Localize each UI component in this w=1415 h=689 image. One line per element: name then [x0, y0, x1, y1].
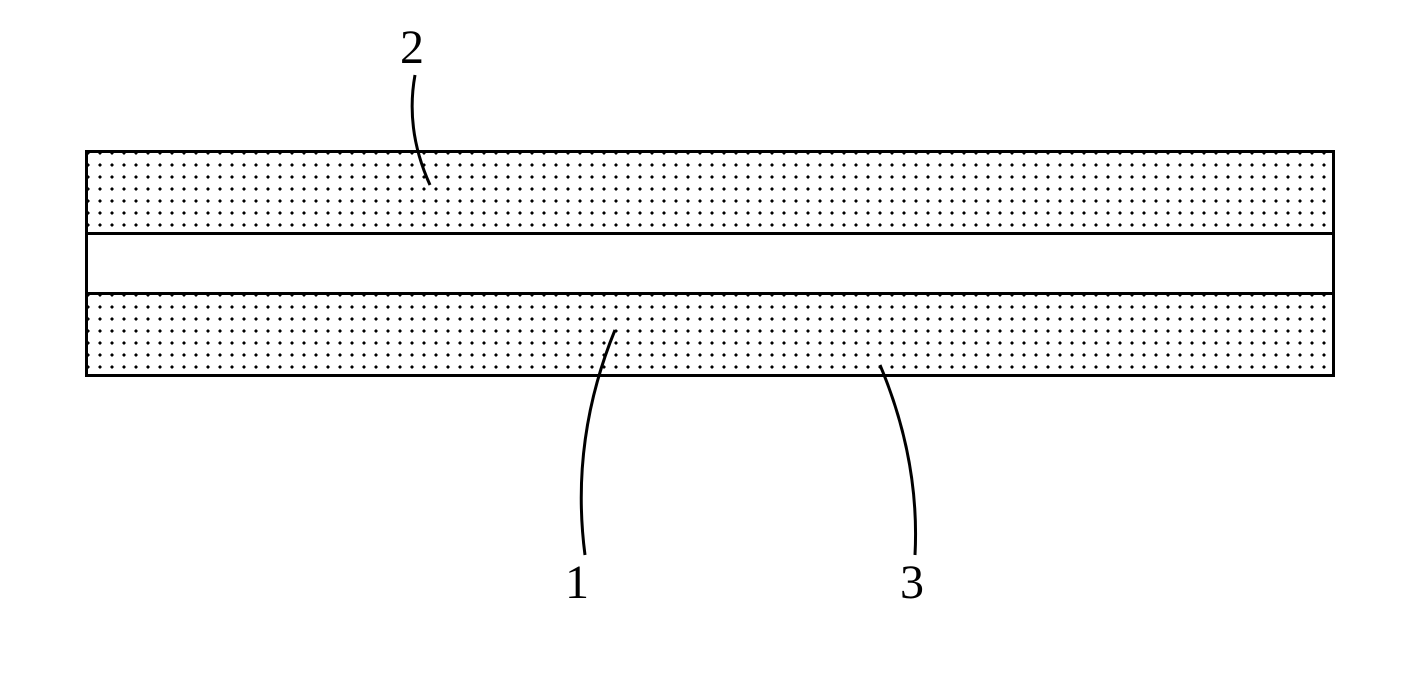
- layer-bottom: [85, 292, 1335, 377]
- label-2: 2: [400, 20, 424, 75]
- label-3: 3: [900, 555, 924, 610]
- label-1: 1: [565, 555, 589, 610]
- layer-middle: [85, 232, 1335, 295]
- layer-top: [85, 150, 1335, 235]
- diagram-container: [85, 150, 1335, 410]
